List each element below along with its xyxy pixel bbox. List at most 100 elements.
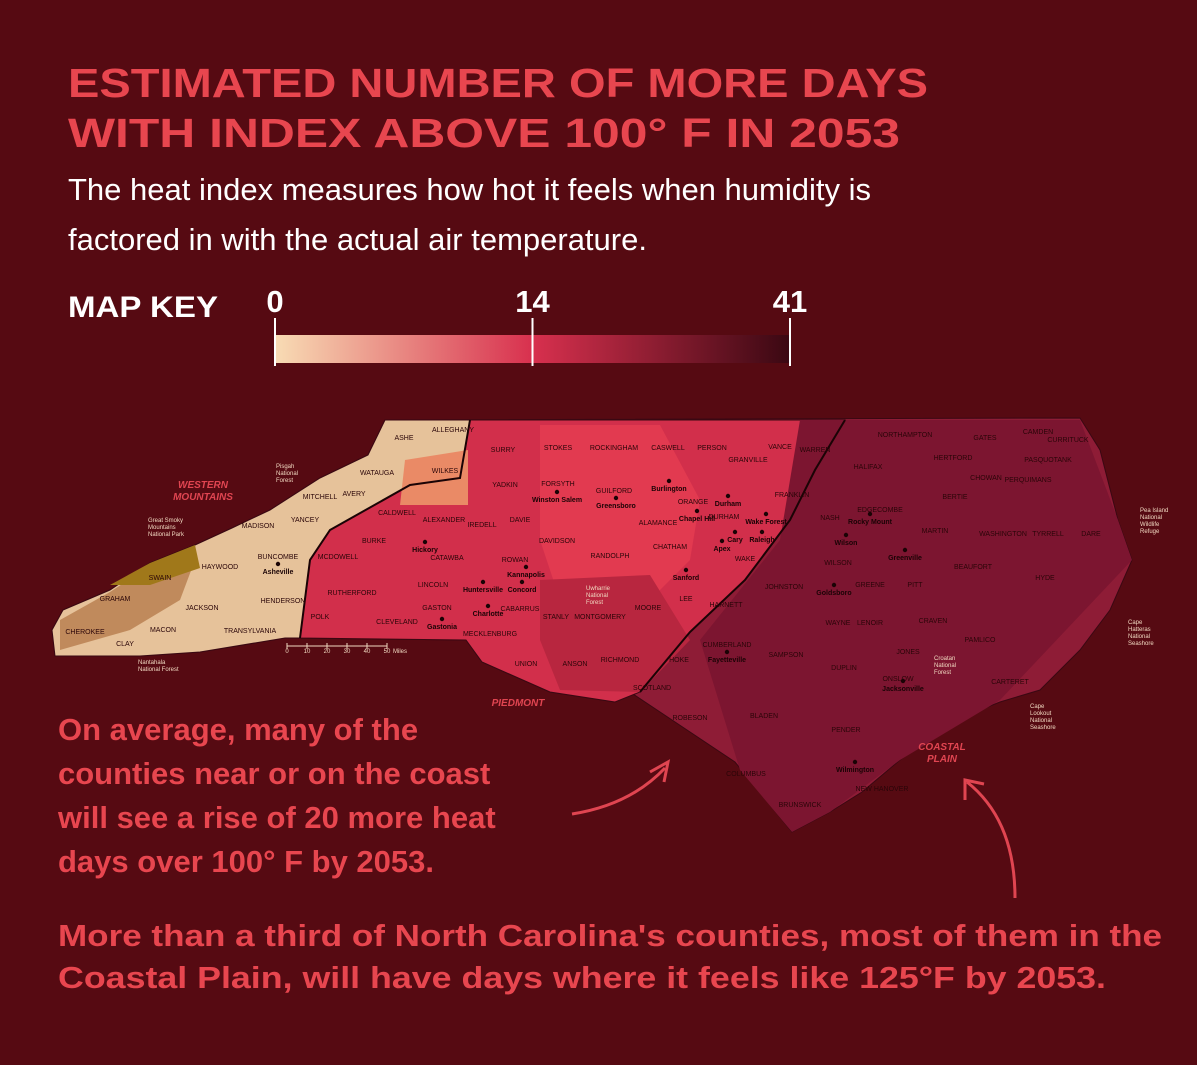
city-dot xyxy=(613,495,619,501)
city-label: Fayetteville xyxy=(708,657,746,664)
county-label: ROWAN xyxy=(502,557,529,564)
county-label: HYDE xyxy=(1035,575,1055,582)
city-dot xyxy=(725,493,731,499)
landmark-label: Pea Island xyxy=(1140,508,1168,514)
landmark-label: National xyxy=(276,471,298,477)
key-tick-label: 14 xyxy=(515,284,550,319)
county-label: CHOWAN xyxy=(970,475,1002,482)
county-label: BRUNSWICK xyxy=(779,802,822,809)
city-dot xyxy=(867,511,873,517)
city-dot xyxy=(422,539,428,545)
city-label: Huntersville xyxy=(463,587,503,594)
landmark-label: Hatteras xyxy=(1128,627,1151,633)
county-label: MCDOWELL xyxy=(318,554,359,561)
city-dot xyxy=(724,649,730,655)
landmark-label: Refuge xyxy=(1140,529,1160,535)
county-label: SAMPSON xyxy=(768,652,803,659)
county-label: HENDERSON xyxy=(261,598,306,605)
landmark-label: National xyxy=(586,593,608,599)
title: ESTIMATED NUMBER OF MORE DAYS xyxy=(68,60,928,106)
landmark-label: National xyxy=(1128,634,1150,640)
county-label: SCOTLAND xyxy=(633,685,671,692)
city-dot xyxy=(666,478,672,484)
scale-tick-label: 50 xyxy=(384,649,391,655)
county-label: CLEVELAND xyxy=(376,619,418,626)
county-label: BURKE xyxy=(362,538,386,545)
annotation: More than a third of North Carolina's co… xyxy=(58,918,1162,953)
county-label: HAYWOOD xyxy=(202,564,238,571)
scale-tick-label: 10 xyxy=(304,649,311,655)
landmark-label: Mountains xyxy=(148,525,176,531)
county-label: HALIFAX xyxy=(854,464,883,471)
landmark-label: National Park xyxy=(148,532,185,538)
county-label: CALDWELL xyxy=(378,510,416,517)
city-dot xyxy=(759,529,765,535)
county-label: CLAY xyxy=(116,641,134,648)
county-label: PAMLICO xyxy=(965,637,997,644)
county-label: ALLEGHANY xyxy=(432,427,474,434)
county-label: WATAUGA xyxy=(360,470,394,477)
arrowhead xyxy=(963,778,985,800)
county-label: LENOIR xyxy=(857,620,883,627)
arrowhead xyxy=(649,759,671,783)
landmark-label: National xyxy=(934,663,956,669)
city-label: Sanford xyxy=(673,575,699,582)
county-label: MONTGOMERY xyxy=(574,614,626,621)
region-border xyxy=(639,419,846,693)
piedmont-shade xyxy=(540,575,690,692)
county-label: FORSYTH xyxy=(541,481,574,488)
landmark-label: Nantahala xyxy=(138,660,166,666)
county-label: JOHNSTON xyxy=(765,584,803,591)
city-label: Charlotte xyxy=(473,611,504,618)
county-label: TRANSYLVANIA xyxy=(224,628,277,635)
county-label: RUTHERFORD xyxy=(328,590,377,597)
city-label: Winston Salem xyxy=(532,497,582,504)
city-label: Greenville xyxy=(888,555,922,562)
county-label: DAVIE xyxy=(510,517,531,524)
county-label: DURHAM xyxy=(709,514,740,521)
city-label: Apex xyxy=(713,546,730,553)
city-dot xyxy=(852,759,858,765)
city-label: Gastonia xyxy=(427,624,457,631)
county-label: GRAHAM xyxy=(100,596,131,603)
city-label: Asheville xyxy=(263,569,294,576)
annotation: On average, many of the xyxy=(58,712,418,747)
city-dot xyxy=(831,582,837,588)
county-label: CASWELL xyxy=(651,445,685,452)
county-label: GATES xyxy=(973,435,997,442)
county-label: MADISON xyxy=(242,523,275,530)
county-label: WASHINGTON xyxy=(979,531,1027,538)
city-label: Cary xyxy=(727,537,743,544)
county-label: STOKES xyxy=(544,445,573,452)
county-label: DARE xyxy=(1081,531,1101,538)
arrow xyxy=(966,780,1017,899)
landmark-label: Seashore xyxy=(1030,725,1056,731)
county-label: HERTFORD xyxy=(934,455,973,462)
region-label: MOUNTAINS xyxy=(173,492,233,503)
arrow xyxy=(571,766,667,816)
city-dot xyxy=(694,508,700,514)
county-label: JACKSON xyxy=(185,605,218,612)
county-label: DUPLIN xyxy=(831,665,857,672)
county-label: ORANGE xyxy=(678,499,709,506)
city-label: Hickory xyxy=(412,547,438,554)
scale-tick-label: 40 xyxy=(364,649,371,655)
county-label: MITCHELL xyxy=(303,494,338,501)
county-label: CUMBERLAND xyxy=(702,642,751,649)
key-tick-label: 41 xyxy=(773,284,807,319)
county-label: MACON xyxy=(150,627,176,634)
scale-tick-label: 20 xyxy=(324,649,331,655)
western-shade xyxy=(400,450,468,505)
city-dot xyxy=(732,529,738,535)
city-dot xyxy=(554,489,560,495)
county-label: CHATHAM xyxy=(653,544,687,551)
landmark-label: Forest xyxy=(276,478,293,484)
city-label: Burlington xyxy=(651,486,686,493)
county-label: IREDELL xyxy=(467,522,496,529)
city-label: Chapel Hill xyxy=(679,516,715,523)
city-dot xyxy=(683,567,689,573)
region-label: PIEDMONT xyxy=(492,698,546,709)
county-label: PERQUIMANS xyxy=(1004,477,1051,484)
county-label: ALAMANCE xyxy=(639,520,678,527)
piedmont-shade xyxy=(540,425,700,600)
